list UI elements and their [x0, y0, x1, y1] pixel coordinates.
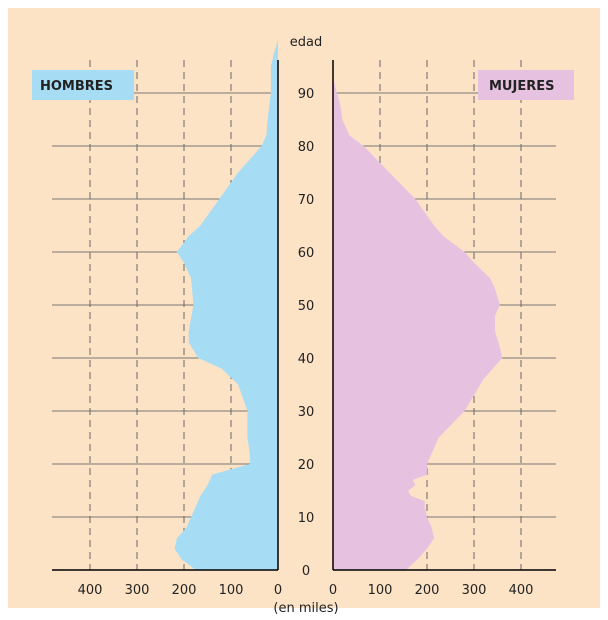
x-tick-label-right: 300 — [462, 583, 487, 598]
x-tick-label-left: 400 — [78, 583, 103, 598]
age-tick-label: 90 — [298, 87, 315, 102]
x-tick-label-left: 0 — [274, 583, 282, 598]
age-tick-label: 60 — [298, 246, 315, 261]
age-tick-label: 80 — [298, 140, 315, 155]
chart-background — [8, 8, 600, 608]
age-tick-label: 10 — [298, 511, 315, 526]
x-tick-label-right: 400 — [509, 583, 534, 598]
legend-hombres-label: HOMBRES — [40, 79, 113, 94]
age-tick-label: 70 — [298, 193, 315, 208]
age-tick-label: 20 — [298, 458, 315, 473]
x-tick-label-right: 100 — [368, 583, 393, 598]
x-tick-label-left: 200 — [172, 583, 197, 598]
axes — [52, 60, 556, 571]
hombres-area — [174, 40, 278, 570]
legend-hombres-swatch — [32, 70, 134, 100]
legend-mujeres: MUJERES — [478, 70, 574, 100]
age-tick-label: 0 — [302, 564, 310, 579]
x-tick-label-right: 200 — [415, 583, 440, 598]
legend-hombres: HOMBRES — [32, 70, 134, 100]
x-tick-label-right: 0 — [329, 583, 337, 598]
legend-mujeres-swatch — [478, 70, 574, 100]
x-tick-label-left: 100 — [219, 583, 244, 598]
mujeres-area — [333, 77, 503, 570]
age-tick-label: 50 — [298, 299, 315, 314]
age-tick-label: 40 — [298, 352, 315, 367]
center-axis-label: edad — [290, 35, 322, 50]
x-axis-label: (en miles) — [273, 601, 338, 616]
areas — [174, 40, 503, 570]
labels: 0 10 20 30 40 50 60 70 80 90 400 300 200 100 0 0 100 200 3… — [78, 87, 534, 598]
legend-mujeres-label: MUJERES — [489, 79, 554, 94]
age-tick-label: 30 — [298, 405, 315, 420]
x-tick-label-left: 300 — [125, 583, 150, 598]
